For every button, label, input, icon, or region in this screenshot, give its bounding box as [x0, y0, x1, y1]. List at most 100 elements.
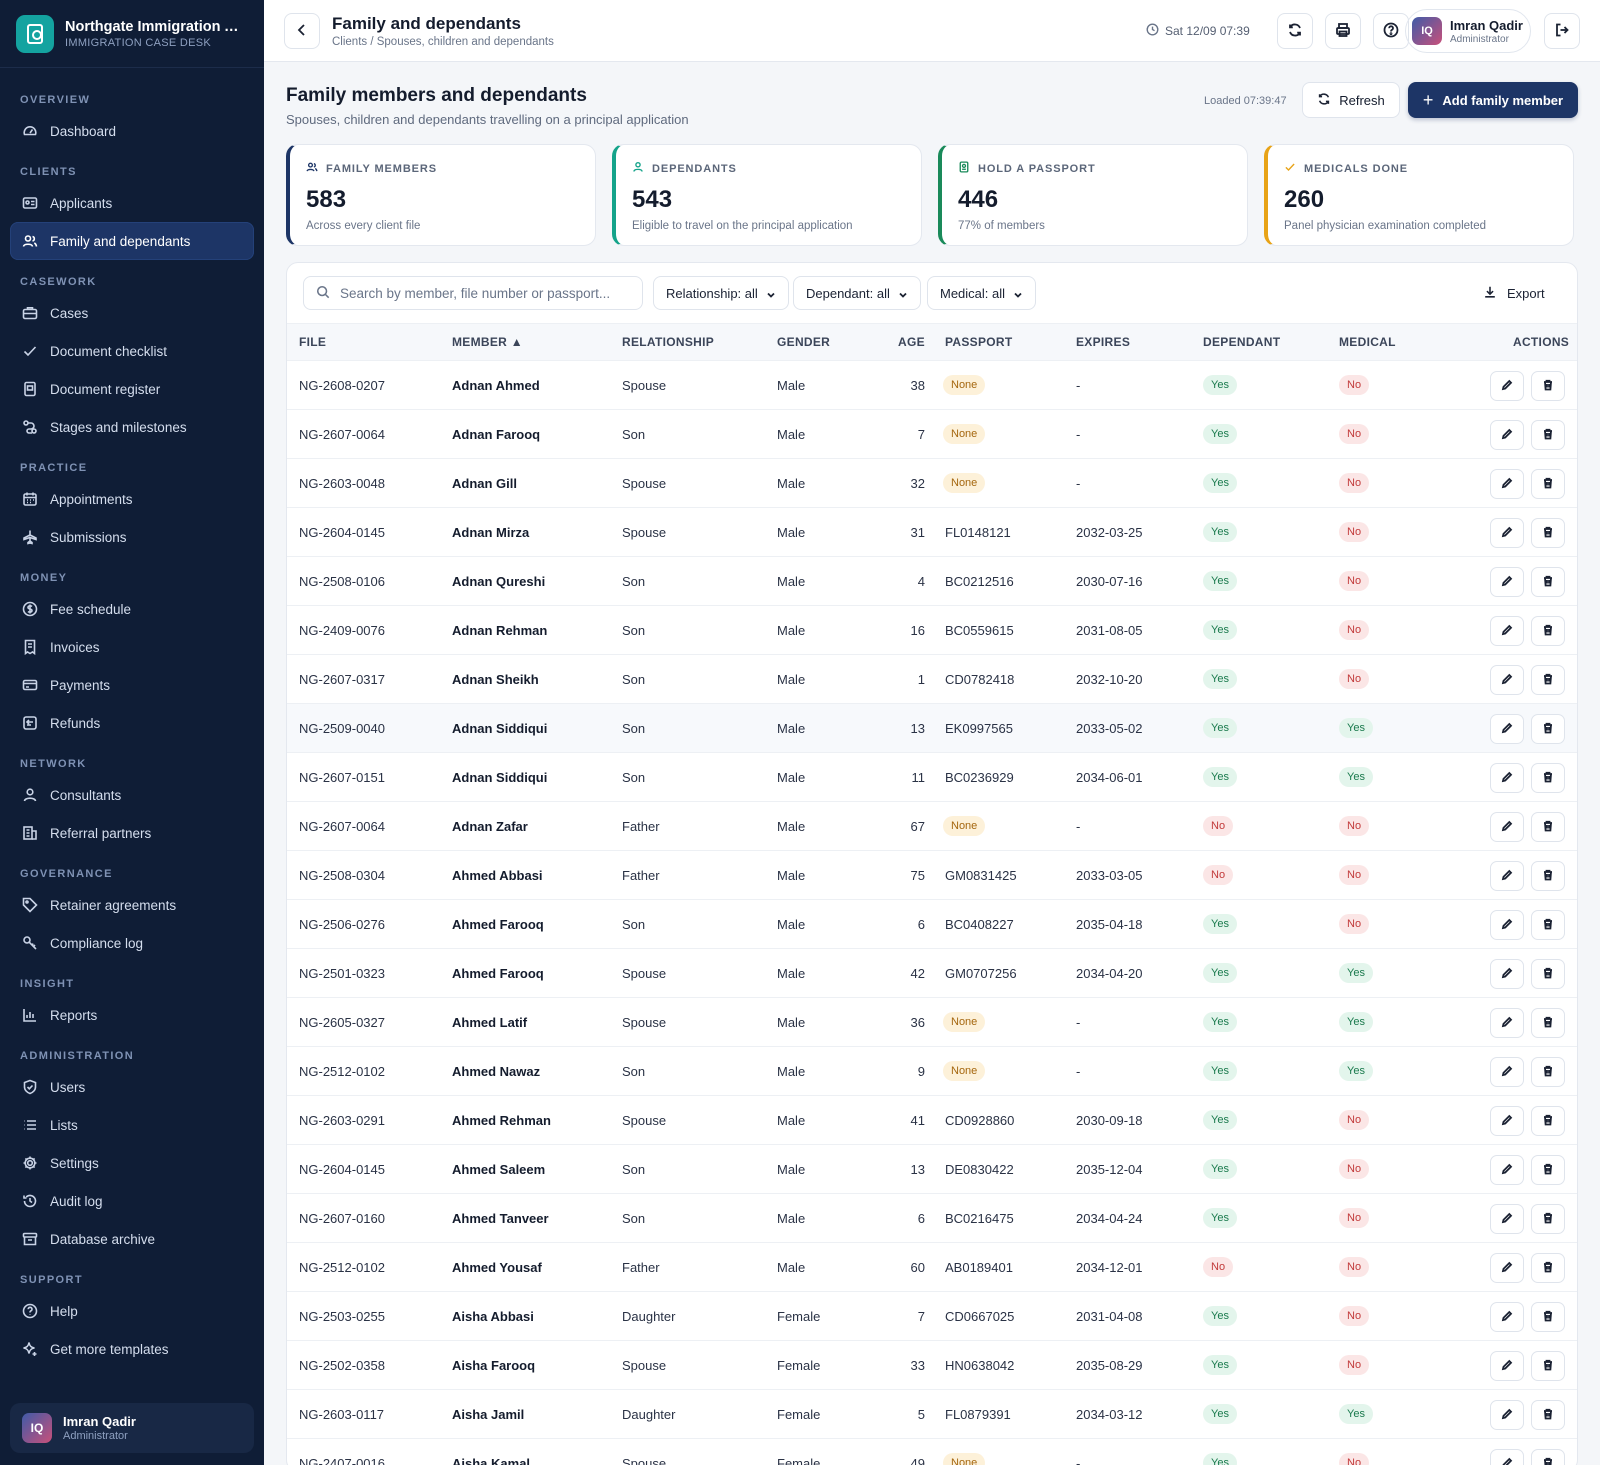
col-medical[interactable]: MEDICAL	[1339, 335, 1396, 349]
sidebar-item-consultants[interactable]: Consultants	[10, 776, 254, 814]
sidebar-item-users[interactable]: Users	[10, 1068, 254, 1106]
delete-button[interactable]	[1531, 1008, 1565, 1038]
delete-button[interactable]	[1531, 1449, 1565, 1465]
table-row[interactable]: NG-2603-0048 Adnan Gill Spouse Male 32 None - Y…	[287, 459, 1577, 508]
member-name[interactable]: Adnan Farooq	[452, 427, 541, 442]
delete-button[interactable]	[1531, 910, 1565, 940]
delete-button[interactable]	[1531, 665, 1565, 695]
help-button[interactable]	[1373, 13, 1409, 49]
sidebar-item-get-more-templates[interactable]: Get more templates	[10, 1330, 254, 1368]
edit-button[interactable]	[1490, 567, 1524, 597]
member-name[interactable]: Ahmed Farooq	[452, 917, 544, 932]
edit-button[interactable]	[1490, 1400, 1524, 1430]
sidebar-item-refunds[interactable]: Refunds	[10, 704, 254, 742]
table-row[interactable]: NG-2512-0102 Ahmed Nawaz Son Male 9 None - Yes Y…	[287, 1047, 1577, 1096]
logout-button[interactable]	[1544, 13, 1580, 49]
edit-button[interactable]	[1490, 959, 1524, 989]
edit-button[interactable]	[1490, 616, 1524, 646]
sidebar-item-document-checklist[interactable]: Document checklist	[10, 332, 254, 370]
sidebar-item-family-and-dependants[interactable]: Family and dependants	[10, 222, 254, 260]
delete-button[interactable]	[1531, 518, 1565, 548]
sidebar-item-reports[interactable]: Reports	[10, 996, 254, 1034]
table-row[interactable]: NG-2508-0106 Adnan Qureshi Son Male 4 BC02125…	[287, 557, 1577, 606]
delete-button[interactable]	[1531, 616, 1565, 646]
table-row[interactable]: NG-2603-0117 Aisha Jamil Daughter Female 5 FL…	[287, 1390, 1577, 1439]
edit-button[interactable]	[1490, 861, 1524, 891]
edit-button[interactable]	[1490, 665, 1524, 695]
member-name[interactable]: Aisha Farooq	[452, 1358, 536, 1373]
delete-button[interactable]	[1531, 714, 1565, 744]
member-name[interactable]: Ahmed Rehman	[452, 1113, 551, 1128]
member-name[interactable]: Aisha Kamal	[452, 1456, 531, 1465]
member-name[interactable]: Ahmed Latif	[452, 1015, 528, 1030]
relationship-filter[interactable]: Relationship: all	[653, 276, 789, 310]
delete-button[interactable]	[1531, 1302, 1565, 1332]
member-name[interactable]: Adnan Sheikh	[452, 672, 539, 687]
print-button[interactable]	[1325, 13, 1361, 49]
member-name[interactable]: Adnan Rehman	[452, 623, 548, 638]
sync-button[interactable]	[1277, 13, 1313, 49]
edit-button[interactable]	[1490, 420, 1524, 450]
member-name[interactable]: Aisha Abbasi	[452, 1309, 534, 1324]
delete-button[interactable]	[1531, 1057, 1565, 1087]
sidebar-item-audit-log[interactable]: Audit log	[10, 1182, 254, 1220]
medical-filter[interactable]: Medical: all	[927, 276, 1037, 310]
edit-button[interactable]	[1490, 910, 1524, 940]
edit-button[interactable]	[1490, 1302, 1524, 1332]
col-age[interactable]: AGE	[898, 335, 925, 349]
edit-button[interactable]	[1490, 1155, 1524, 1185]
dependant-filter[interactable]: Dependant: all	[793, 276, 921, 310]
sidebar-item-lists[interactable]: Lists	[10, 1106, 254, 1144]
sidebar-item-document-register[interactable]: Document register	[10, 370, 254, 408]
delete-button[interactable]	[1531, 1106, 1565, 1136]
member-name[interactable]: Adnan Siddiqui	[452, 770, 548, 785]
sidebar-item-settings[interactable]: Settings	[10, 1144, 254, 1182]
sidebar-item-database-archive[interactable]: Database archive	[10, 1220, 254, 1258]
search-input[interactable]	[340, 285, 630, 301]
sidebar-item-submissions[interactable]: Submissions	[10, 518, 254, 556]
member-name[interactable]: Adnan Ahmed	[452, 378, 540, 393]
delete-button[interactable]	[1531, 567, 1565, 597]
delete-button[interactable]	[1531, 959, 1565, 989]
member-name[interactable]: Ahmed Abbasi	[452, 868, 543, 883]
sidebar-item-compliance-log[interactable]: Compliance log	[10, 924, 254, 962]
edit-button[interactable]	[1490, 1253, 1524, 1283]
col-relationship[interactable]: RELATIONSHIP	[622, 335, 715, 349]
col-dependant[interactable]: DEPENDANT	[1203, 335, 1281, 349]
delete-button[interactable]	[1531, 1204, 1565, 1234]
col-file[interactable]: FILE	[299, 335, 327, 349]
edit-button[interactable]	[1490, 1449, 1524, 1465]
table-row[interactable]: NG-2502-0358 Aisha Farooq Spouse Female 33 HN…	[287, 1341, 1577, 1390]
edit-button[interactable]	[1490, 1351, 1524, 1381]
member-name[interactable]: Adnan Siddiqui	[452, 721, 548, 736]
edit-button[interactable]	[1490, 1106, 1524, 1136]
table-row[interactable]: NG-2607-0151 Adnan Siddiqui Son Male 11 BC023…	[287, 753, 1577, 802]
add-family-member-button[interactable]: + Add family member	[1408, 82, 1578, 118]
delete-button[interactable]	[1531, 420, 1565, 450]
member-name[interactable]: Adnan Gill	[452, 476, 517, 491]
table-row[interactable]: NG-2506-0276 Ahmed Farooq Son Male 6 BC040822…	[287, 900, 1577, 949]
export-button[interactable]: Export	[1483, 281, 1545, 305]
sidebar-item-invoices[interactable]: Invoices	[10, 628, 254, 666]
table-row[interactable]: NG-2607-0160 Ahmed Tanveer Son Male 6 BC02164…	[287, 1194, 1577, 1243]
delete-button[interactable]	[1531, 1155, 1565, 1185]
member-name[interactable]: Ahmed Nawaz	[452, 1064, 541, 1079]
table-row[interactable]: NG-2607-0064 Adnan Zafar Father Male 67 None -…	[287, 802, 1577, 851]
sidebar-item-stages-and-milestones[interactable]: Stages and milestones	[10, 408, 254, 446]
sidebar-item-appointments[interactable]: Appointments	[10, 480, 254, 518]
delete-button[interactable]	[1531, 861, 1565, 891]
edit-button[interactable]	[1490, 1008, 1524, 1038]
delete-button[interactable]	[1531, 763, 1565, 793]
edit-button[interactable]	[1490, 1204, 1524, 1234]
delete-button[interactable]	[1531, 469, 1565, 499]
table-row[interactable]: NG-2604-0145 Ahmed Saleem Son Male 13 DE08304…	[287, 1145, 1577, 1194]
table-row[interactable]: NG-2509-0040 Adnan Siddiqui Son Male 13 EK099…	[287, 704, 1577, 753]
member-name[interactable]: Ahmed Farooq	[452, 966, 544, 981]
table-row[interactable]: NG-2501-0323 Ahmed Farooq Spouse Male 42 GM07…	[287, 949, 1577, 998]
edit-button[interactable]	[1490, 371, 1524, 401]
back-button[interactable]	[284, 13, 320, 49]
brand[interactable]: Northgate Immigration A... IMMIGRATION C…	[0, 0, 264, 68]
table-row[interactable]: NG-2407-0016 Aisha Kamal Spouse Female 49 Non…	[287, 1439, 1577, 1465]
refresh-button[interactable]: Refresh	[1302, 82, 1400, 118]
col-member[interactable]: MEMBER ▲	[452, 335, 523, 349]
